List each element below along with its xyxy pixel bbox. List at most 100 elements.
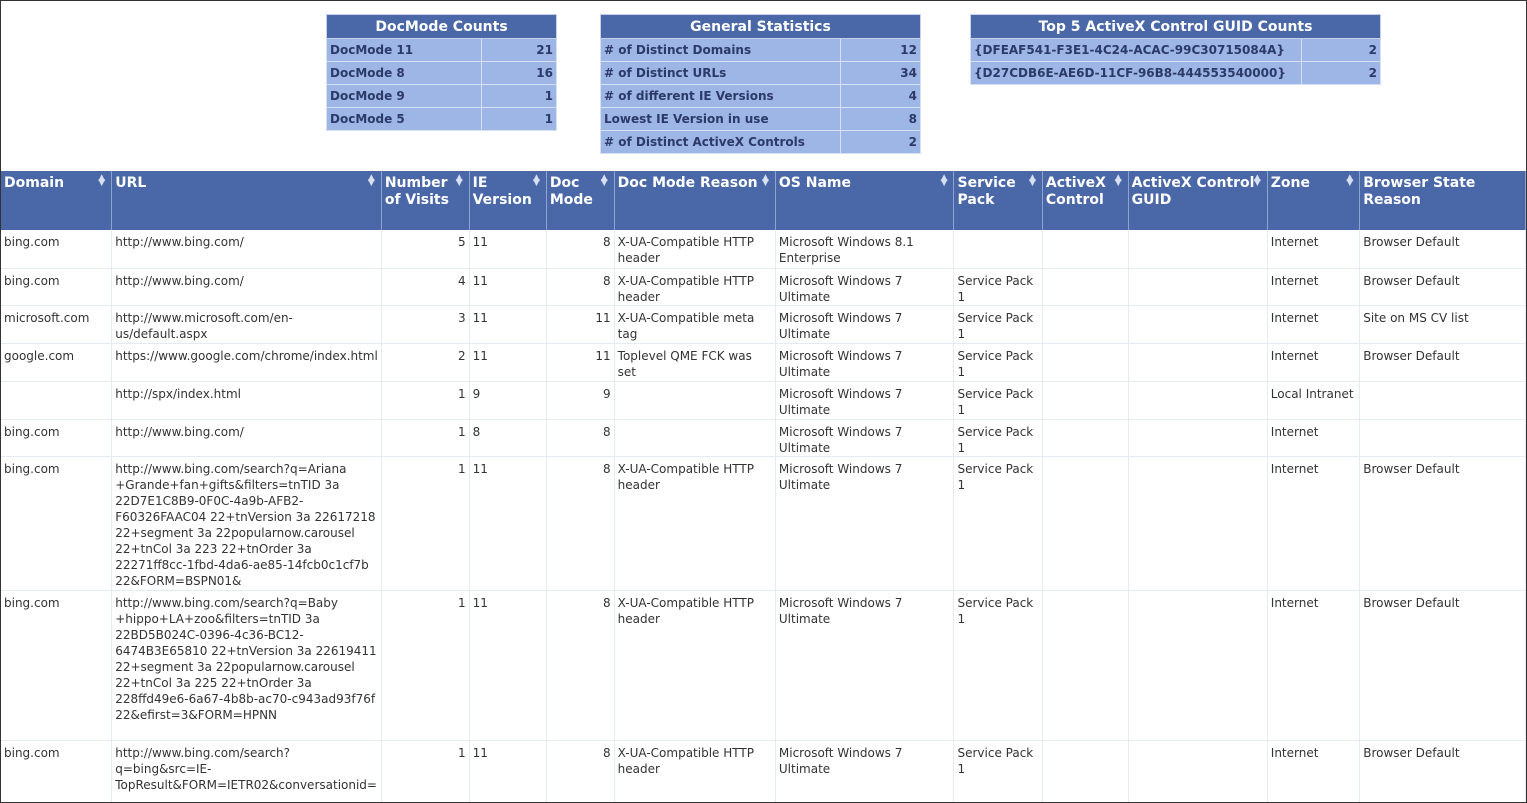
cell-doc-mode: 8 [546,268,615,306]
cell-activex-control-guid [1128,456,1268,591]
activex-guid-title: Top 5 ActiveX Control GUID Counts [970,14,1381,39]
summary-label: # of different IE Versions [600,84,841,108]
cell-os-name: Microsoft Windows 7 Ultimate [775,343,955,382]
summary-label: DocMode 8 [326,61,482,85]
column-header-doc-mode-reason[interactable]: Doc Mode Reason ▲ ▼ [614,171,776,230]
cell-browser-state-reason: Site on MS CV list [1359,305,1526,344]
column-header-os-name[interactable]: OS Name ▲ ▼ [775,171,955,230]
column-header-ie-version[interactable]: IE Version ▲ ▼ [469,171,547,230]
cell-os-name: Microsoft Windows 7 Ultimate [775,381,955,420]
cell-service-pack: Service Pack 1 [953,590,1043,741]
cell-number-of-visits: 1 [381,590,470,741]
column-header-doc-mode[interactable]: Doc Mode ▲ ▼ [546,171,615,230]
cell-service-pack: Service Pack 1 [953,268,1043,306]
summary-label: DocMode 5 [326,107,482,131]
column-header-browser-state-reason[interactable]: Browser State Reason [1359,171,1526,230]
summary-value: 2 [840,130,921,154]
cell-domain: bing.com [1,740,113,802]
cell-ie-version: 11 [469,230,547,269]
cell-activex-control-guid [1128,343,1268,382]
cell-number-of-visits: 3 [381,305,470,344]
cell-url: https://www.google.com/chrome/index.html [111,343,382,382]
cell-number-of-visits: 4 [381,268,470,306]
summary-label: # of Distinct Domains [600,38,841,62]
cell-service-pack: Service Pack 1 [953,740,1043,802]
cell-doc-mode: 9 [546,381,615,420]
summary-row: {DFEAF541-F3E1-4C24-ACAC-99C30715084A} 2 [970,38,1381,62]
cell-zone: Internet [1267,740,1361,802]
summary-label: Lowest IE Version in use [600,107,841,131]
cell-ie-version: 8 [469,419,547,457]
table-row[interactable]: google.com https://www.google.com/chrome/… [1,343,1526,382]
sort-icon[interactable]: ▲ ▼ [761,173,769,188]
cell-domain: google.com [1,343,113,382]
cell-service-pack [953,230,1043,269]
cell-zone: Internet [1267,343,1361,382]
cell-activex-control [1042,268,1129,306]
summary-value: 1 [481,107,557,131]
sort-icon[interactable]: ▲ ▼ [600,173,608,188]
cell-doc-mode: 8 [546,456,615,591]
cell-doc-mode-reason: X-UA-Compatible HTTP header [614,740,776,802]
sort-icon[interactable]: ▲ ▼ [940,173,948,188]
cell-activex-control-guid [1128,740,1268,802]
sort-icon[interactable]: ▲ ▼ [367,173,375,188]
column-header-url[interactable]: URL ▲ ▼ [111,171,382,230]
cell-doc-mode-reason: X-UA-Compatible HTTP header [614,268,776,306]
column-header-label: URL [115,175,147,191]
cell-activex-control [1042,230,1129,269]
column-header-activex-control[interactable]: ActiveX Control ▲ ▼ [1042,171,1129,230]
cell-activex-control [1042,740,1129,802]
table-row[interactable]: bing.com http://www.bing.com/5 11 8 X-UA-Com… [1,230,1526,269]
activex-guid-table: Top 5 ActiveX Control GUID Counts {DFEAF… [970,14,1381,85]
table-row[interactable]: bing.com http://www.bing.com/search?q=Ari… [1,456,1526,591]
cell-zone: Internet [1267,419,1361,457]
cell-doc-mode: 8 [546,230,615,269]
table-row[interactable]: http://spx/index.html 1 9 9 Microsoft Window… [1,381,1526,420]
cell-os-name: Microsoft Windows 7 Ultimate [775,419,955,457]
cell-domain: bing.com [1,419,113,457]
cell-url: http://www.microsoft.com/en-us/default.a… [111,305,382,344]
cell-doc-mode: 8 [546,740,615,802]
column-header-label: Zone [1270,175,1311,191]
sort-icon[interactable]: ▲ ▼ [1253,173,1261,188]
cell-url: http://www.bing.com/ [111,268,382,306]
summary-value: 8 [840,107,921,131]
cell-ie-version: 11 [469,740,547,802]
column-header-label: Doc Mode Reason [617,175,758,191]
cell-zone: Internet [1267,456,1361,591]
sort-icon[interactable]: ▲ ▼ [98,173,106,188]
cell-doc-mode: 11 [546,305,615,344]
cell-browser-state-reason: Browser Default [1359,590,1526,741]
column-header-number-of-visits[interactable]: Number of Visits ▲ ▼ [381,171,470,230]
column-header-activex-control-guid[interactable]: ActiveX Control GUID ▲ ▼ [1128,171,1268,230]
sort-icon[interactable]: ▲ ▼ [532,173,540,188]
column-header-domain[interactable]: Domain ▲ ▼ [1,171,113,230]
table-row[interactable]: bing.com http://www.bing.com/4 11 8 X-UA-Com… [1,268,1526,306]
cell-activex-control-guid [1128,305,1268,344]
summary-label: DocMode 11 [326,38,482,62]
cell-activex-control-guid [1128,419,1268,457]
summary-value: 4 [840,84,921,108]
sort-icon[interactable]: ▲ ▼ [1114,173,1122,188]
cell-os-name: Microsoft Windows 7 Ultimate [775,590,955,741]
table-row[interactable]: microsoft.com http://www.microsoft.com/en… [1,305,1526,344]
cell-activex-control [1042,456,1129,591]
summary-label: # of Distinct URLs [600,61,841,85]
column-header-label: Doc Mode [549,175,593,208]
cell-zone: Internet [1267,305,1361,344]
summary-value: 34 [840,61,921,85]
column-header-service-pack[interactable]: Service Pack ▲ ▼ [953,171,1043,230]
summary-row: # of Distinct ActiveX Controls 2 [600,130,921,154]
sort-icon[interactable]: ▲ ▼ [1028,173,1036,188]
summary-row: # of Distinct Domains 12 [600,38,921,62]
cell-domain [1,381,113,420]
cell-browser-state-reason [1359,419,1526,457]
table-row[interactable]: bing.com http://www.bing.com/search? q=bi… [1,740,1526,802]
sort-icon[interactable]: ▲ ▼ [455,173,463,188]
column-header-zone[interactable]: Zone ▲ ▼ [1267,171,1361,230]
table-row[interactable]: bing.com http://www.bing.com/1 8 8 Microsoft… [1,419,1526,457]
sort-icon[interactable]: ▲ ▼ [1346,173,1354,188]
table-row[interactable]: bing.com http://www.bing.com/search?q=Bab… [1,590,1526,741]
